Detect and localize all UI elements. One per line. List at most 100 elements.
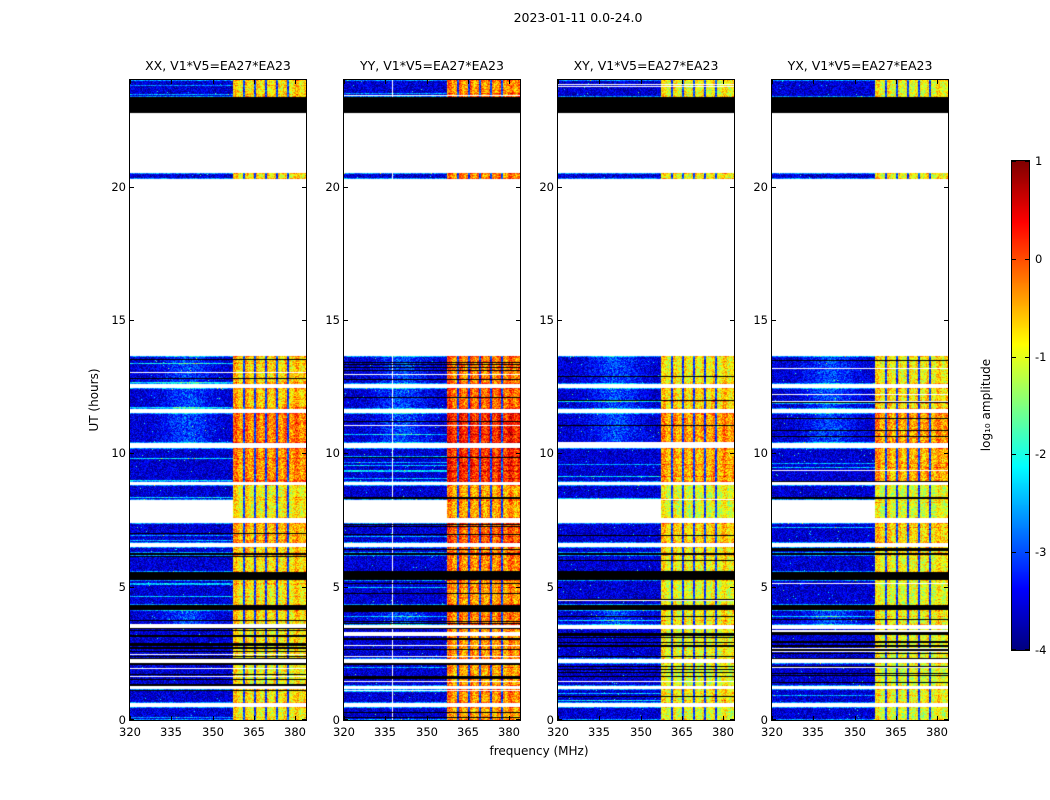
x-tick-label: 380 (712, 725, 734, 739)
tick-mark (558, 320, 562, 321)
y-axis-label: UT (hours) (87, 368, 101, 432)
tick-mark (1025, 357, 1029, 358)
tick-mark (558, 453, 562, 454)
figure-title: 2023-01-11 0.0-24.0 (513, 10, 643, 25)
tick-mark (344, 587, 348, 588)
tick-mark (427, 80, 428, 84)
x-tick-label: 350 (202, 725, 224, 739)
tick-mark (558, 716, 559, 720)
plot-area (557, 79, 735, 721)
panel-xy: XY, V1*V5=EA27*EA23 320 335 350 365 380 0 5 10 1… (539, 58, 735, 739)
x-tick-label: 335 (802, 725, 824, 739)
tick-mark (427, 716, 428, 720)
plot-area (343, 79, 521, 721)
tick-mark (682, 716, 683, 720)
tick-mark (130, 320, 134, 321)
tick-mark (171, 80, 172, 84)
y-tick-label: 0 (332, 713, 340, 727)
x-tick-label: 365 (243, 725, 265, 739)
tick-mark (130, 587, 134, 588)
x-tick-label: 380 (498, 725, 520, 739)
tick-mark (516, 453, 520, 454)
x-tick-label: 335 (160, 725, 182, 739)
x-tick-label: 365 (457, 725, 479, 739)
tick-mark (772, 80, 773, 84)
tick-mark (730, 453, 734, 454)
x-tick-label: 320 (761, 725, 783, 739)
tick-mark (855, 80, 856, 84)
y-tick-label: 15 (753, 313, 768, 327)
y-tick-label: 15 (111, 313, 126, 327)
panel-yx: YX, V1*V5=EA27*EA23 320 335 350 365 380 0 5 10 1… (753, 58, 949, 739)
tick-mark (254, 80, 255, 84)
tick-mark (1025, 552, 1029, 553)
tick-mark (558, 80, 559, 84)
tick-mark (130, 719, 134, 720)
tick-mark (516, 320, 520, 321)
tick-mark (682, 80, 683, 84)
tick-mark (937, 80, 938, 84)
tick-mark (1012, 161, 1016, 162)
tick-mark (558, 719, 562, 720)
tick-mark (723, 80, 724, 84)
tick-mark (509, 716, 510, 720)
tick-mark (516, 719, 520, 720)
tick-mark (302, 187, 306, 188)
tick-mark (1012, 357, 1016, 358)
x-tick-label: 380 (284, 725, 306, 739)
tick-mark (344, 719, 348, 720)
y-tick-label: 10 (539, 446, 554, 460)
tick-mark (944, 187, 948, 188)
panel-title: XX, V1*V5=EA27*EA23 (145, 58, 291, 73)
tick-mark (302, 453, 306, 454)
tick-mark (772, 453, 776, 454)
tick-mark (937, 716, 938, 720)
tick-mark (385, 716, 386, 720)
y-tick-label: 5 (546, 580, 554, 594)
tick-mark (772, 187, 776, 188)
x-tick-label: 320 (547, 725, 569, 739)
y-tick-label: 10 (111, 446, 126, 460)
tick-mark (896, 80, 897, 84)
tick-mark (130, 453, 134, 454)
colorbar-tick-label: -2 (1035, 447, 1047, 461)
y-tick-label: 20 (539, 180, 554, 194)
tick-mark (730, 719, 734, 720)
y-tick-label: 20 (111, 180, 126, 194)
tick-mark (772, 320, 776, 321)
x-tick-label: 365 (671, 725, 693, 739)
tick-mark (344, 187, 348, 188)
x-tick-label: 380 (926, 725, 948, 739)
spectrogram-canvas (558, 80, 734, 720)
y-tick-label: 15 (539, 313, 554, 327)
tick-mark (1025, 454, 1029, 455)
tick-mark (516, 187, 520, 188)
spectrogram-canvas (130, 80, 306, 720)
tick-mark (344, 716, 345, 720)
x-tick-label: 365 (885, 725, 907, 739)
tick-mark (944, 453, 948, 454)
x-axis-label: frequency (MHz) (489, 744, 589, 758)
colorbar-tick-label: -4 (1035, 643, 1047, 657)
tick-mark (295, 80, 296, 84)
colorbar-tick-label: 0 (1035, 252, 1043, 266)
tick-mark (1025, 259, 1029, 260)
panel-title: XY, V1*V5=EA27*EA23 (573, 58, 719, 73)
tick-mark (896, 716, 897, 720)
colorbar: 1 0 -1 -2 -3 -4 (1011, 154, 1046, 657)
panel-xx: XX, V1*V5=EA27*EA23 320 335 350 365 380 0 5 10 1… (111, 58, 307, 739)
tick-mark (302, 587, 306, 588)
colorbar-tick-label: -1 (1035, 350, 1047, 364)
colorbar-tick-label: 1 (1035, 154, 1043, 168)
tick-mark (468, 80, 469, 84)
y-tick-label: 10 (753, 446, 768, 460)
y-tick-label: 5 (332, 580, 340, 594)
tick-mark (130, 187, 134, 188)
x-tick-label: 335 (588, 725, 610, 739)
panel-title: YY, V1*V5=EA27*EA23 (360, 58, 504, 73)
y-tick-label: 20 (753, 180, 768, 194)
tick-mark (944, 719, 948, 720)
tick-mark (558, 587, 562, 588)
tick-mark (641, 80, 642, 84)
spectrogram-canvas (772, 80, 948, 720)
